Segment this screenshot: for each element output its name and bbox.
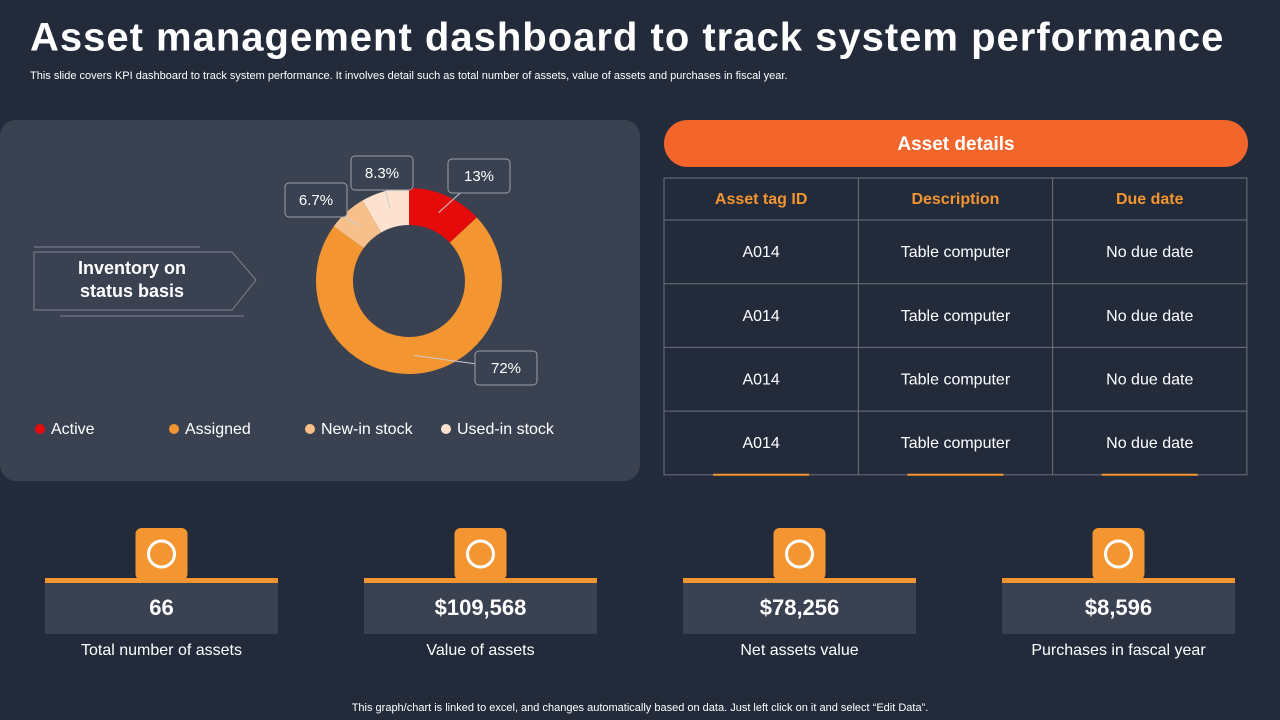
kpi-icon [785,539,814,569]
table-cell: Table computer [901,244,1011,261]
kpi-accent [45,578,278,583]
table-cell: Table computer [901,308,1011,325]
kpi-box [1002,583,1235,634]
column-header: Due date [1116,191,1184,208]
kpi-icon-bg [1092,528,1145,580]
kpi-accent [683,578,916,583]
label-box [284,182,348,218]
kpi-value: $8,596 [1085,595,1152,620]
kpi-icon-bg [135,528,188,580]
table-header-pill [664,120,1248,167]
panel-title: status basis [80,281,184,301]
legend-swatch [305,424,315,434]
donut-segment [316,217,502,374]
data-label: 72% [491,360,521,377]
footer-note: This graph/chart is linked to excel, and… [352,702,929,714]
legend-label: Active [51,421,95,438]
column-header: Asset tag ID [715,191,807,208]
table-cell: A014 [742,244,779,261]
table-cell: No due date [1106,371,1193,388]
table-cell: No due date [1106,308,1193,325]
kpi-box [364,583,597,634]
kpi-box [683,583,916,634]
kpi-label: Purchases in fascal year [1031,642,1206,659]
label-box [447,158,511,194]
kpi-label: Value of assets [426,642,534,659]
kpi-label: Total number of assets [81,642,242,659]
kpi-icon [1104,539,1133,569]
kpi-icon [147,539,176,569]
table-cell: A014 [742,308,779,325]
legend-swatch [441,424,451,434]
data-label: 8.3% [365,165,399,182]
kpi-accent [364,578,597,583]
kpi-icon [466,539,495,569]
title: Asset management dashboard to track syst… [30,16,1224,60]
legend-swatch [35,424,45,434]
label-box [474,350,538,386]
donut-segment [409,188,477,243]
table-cell: Table computer [901,371,1011,388]
table-cell: A014 [742,435,779,452]
donut-segment [362,188,409,233]
table-title: Asset details [897,134,1014,155]
label-arrow [33,251,257,311]
legend-label: New-in stock [321,421,414,438]
table-cell: No due date [1106,435,1193,452]
table-cell: Table computer [901,435,1011,452]
column-header: Description [911,191,999,208]
label-box [350,155,414,191]
subtitle: This slide covers KPI dashboard to track… [30,70,788,82]
legend-label: Used-in stock [457,421,555,438]
kpi-icon-bg [773,528,826,580]
data-label: 13% [464,168,494,185]
kpi-icon-bg [454,528,507,580]
kpi-value: $78,256 [760,595,840,620]
kpi-accent [1002,578,1235,583]
kpi-value: $109,568 [435,595,527,620]
kpi-box [45,583,278,634]
legend-swatch [169,424,179,434]
kpi-value: 66 [149,595,173,620]
table-cell: No due date [1106,244,1193,261]
legend-label: Assigned [185,421,251,438]
data-label: 6.7% [299,192,333,209]
kpi-label: Net assets value [740,642,858,659]
table-cell: A014 [742,371,779,388]
panel-title: Inventory on [78,258,186,278]
